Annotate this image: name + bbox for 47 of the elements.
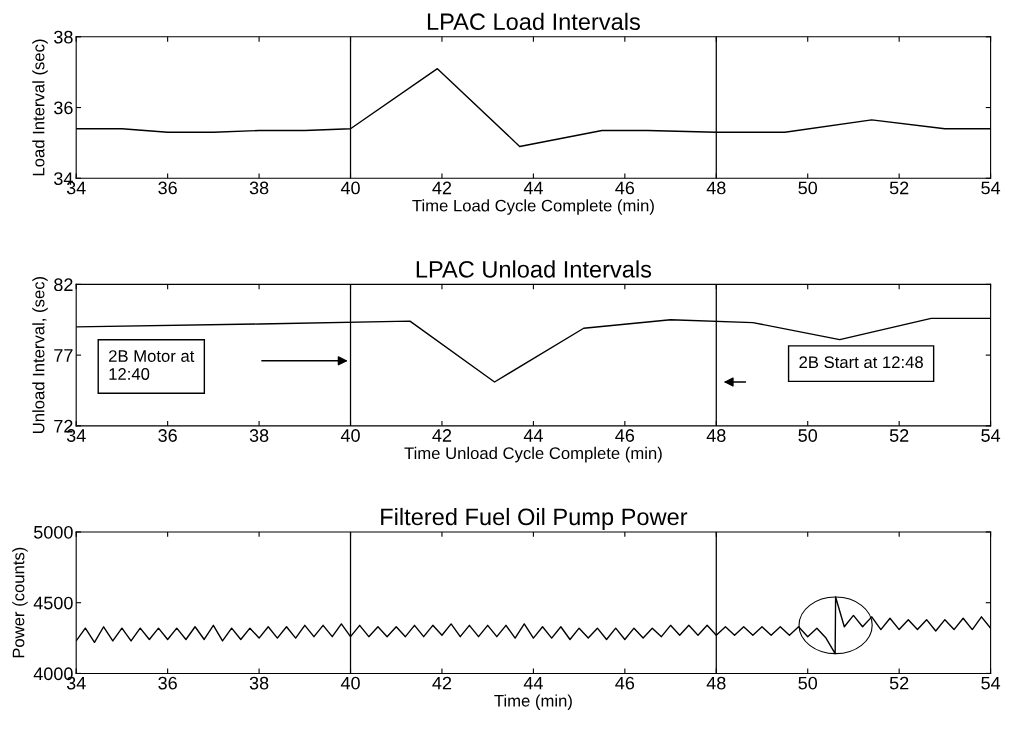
x-tick-label: 50 xyxy=(798,429,818,442)
x-tick-label: 36 xyxy=(158,181,177,195)
chart-title: Filtered Fuel Oil Pump Power xyxy=(381,507,688,530)
x-axis-title: Time Load Cycle Complete (min) xyxy=(412,199,654,215)
x-tick-label: 48 xyxy=(706,676,726,690)
x-tick-label: 54 xyxy=(981,676,1001,690)
x-tick-label: 36 xyxy=(158,429,177,442)
x-tick-label: 52 xyxy=(889,676,909,690)
x-tick-label: 38 xyxy=(249,181,269,195)
x-tick-label: 42 xyxy=(432,429,452,442)
x-tick-label: 48 xyxy=(706,181,726,195)
x-tick-label: 54 xyxy=(981,429,1001,442)
x-tick-label: 38 xyxy=(249,676,269,690)
x-tick-label: 44 xyxy=(523,676,543,690)
y-tick-label: 5000 xyxy=(33,525,73,539)
y-tick-label: 36 xyxy=(54,101,73,115)
x-tick-label: 40 xyxy=(340,676,360,690)
chart-title: LPAC Load Intervals xyxy=(427,12,640,31)
x-tick-label: 50 xyxy=(798,181,818,195)
x-tick-label: 38 xyxy=(249,429,269,442)
annotation: 2B Motor at 12:40 xyxy=(109,350,195,380)
x-tick-label: 44 xyxy=(523,181,543,195)
y-tick-label: 38 xyxy=(54,30,73,44)
x-tick-label: 36 xyxy=(158,676,177,690)
x-tick-label: 50 xyxy=(798,676,818,690)
x-tick-label: 46 xyxy=(615,676,635,690)
x-axis-title: Time (min) xyxy=(494,694,572,710)
x-tick-label: 54 xyxy=(981,181,1001,195)
y-tick-label: 82 xyxy=(54,278,73,292)
annotation: 2B Start at 12:48 xyxy=(799,356,923,369)
y-axis-title: Load Interval (sec) xyxy=(32,39,48,176)
x-tick-label: 52 xyxy=(889,181,909,195)
x-tick-label: 46 xyxy=(615,181,635,195)
x-tick-label: 44 xyxy=(523,429,543,442)
x-tick-label: 40 xyxy=(340,429,360,442)
x-tick-label: 40 xyxy=(340,181,360,195)
x-axis-title: Time Unload Cycle Complete (min) xyxy=(404,446,662,463)
x-tick-label: 46 xyxy=(615,429,635,442)
chart-title: LPAC Unload Intervals xyxy=(416,260,652,278)
x-tick-label: 42 xyxy=(432,676,452,690)
x-tick-label: 48 xyxy=(706,429,726,442)
y-tick-label: 77 xyxy=(54,349,73,362)
x-tick-label: 52 xyxy=(889,429,909,442)
x-tick-label: 42 xyxy=(432,181,452,195)
y-tick-label: 4500 xyxy=(33,596,73,610)
y-axis-title: Unload Interval, (sec) xyxy=(32,276,48,434)
y-axis-title: Power (counts) xyxy=(12,547,28,658)
